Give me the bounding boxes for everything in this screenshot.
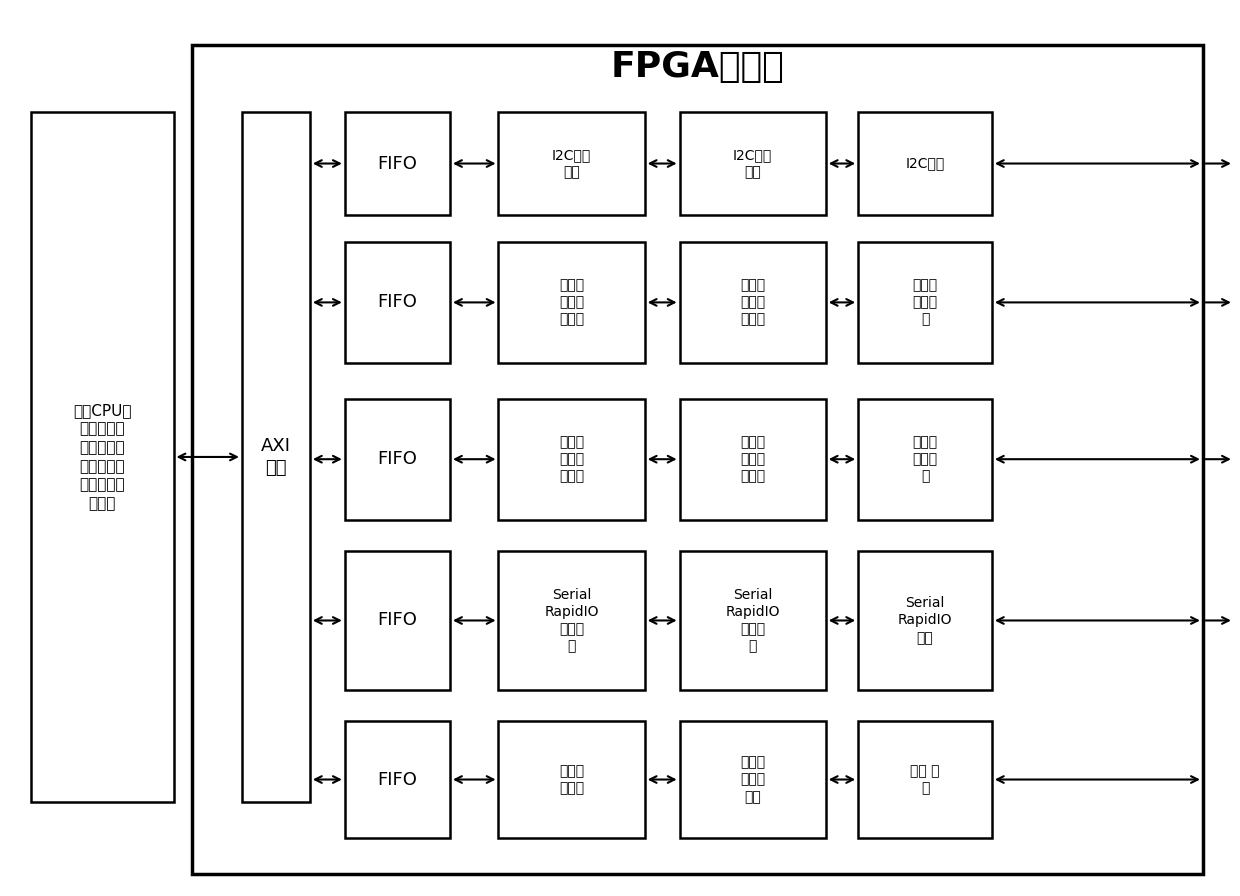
Bar	[858, 551, 992, 690]
Bar	[192, 45, 1203, 874]
Text: Serial
RapidIO
接口: Serial RapidIO 接口	[898, 596, 952, 645]
Text: 千兆以
太网协
议解析: 千兆以 太网协 议解析	[559, 278, 584, 327]
Bar	[345, 112, 450, 215]
Text: FIFO: FIFO	[377, 293, 418, 312]
Text: Serial
RapidIO
收发控
制: Serial RapidIO 收发控 制	[725, 588, 780, 653]
Text: 千兆以
太网收
发控制: 千兆以 太网收 发控制	[740, 278, 765, 327]
Text: FIFO: FIFO	[377, 611, 418, 630]
Text: 其他协
议收发
控制: 其他协 议收发 控制	[740, 755, 765, 804]
Text: Serial
RapidIO
协议解
析: Serial RapidIO 协议解 析	[544, 588, 599, 653]
Bar	[680, 721, 826, 838]
Bar	[498, 399, 645, 520]
Bar	[858, 399, 992, 520]
Bar	[498, 112, 645, 215]
Text: 其他 接
口: 其他 接 口	[910, 764, 940, 795]
Text: FIFO: FIFO	[377, 154, 418, 173]
Bar	[858, 242, 992, 363]
Bar	[680, 551, 826, 690]
Bar	[498, 721, 645, 838]
Text: 内嵌CPU核
（完成各协
议数据包解
包、重组、
路由分发等
功能）: 内嵌CPU核 （完成各协 议数据包解 包、重组、 路由分发等 功能）	[73, 403, 131, 511]
Text: 万兆以
太网接
口: 万兆以 太网接 口	[913, 435, 937, 484]
Bar	[345, 399, 450, 520]
Bar	[345, 242, 450, 363]
Text: FIFO: FIFO	[377, 450, 418, 469]
Text: I2C接口: I2C接口	[905, 157, 945, 170]
Bar	[680, 112, 826, 215]
Text: 其他协
议解析: 其他协 议解析	[559, 764, 584, 795]
Text: AXI
总线: AXI 总线	[260, 437, 291, 477]
Bar	[498, 242, 645, 363]
Bar	[680, 242, 826, 363]
Bar	[242, 112, 310, 802]
Bar	[345, 721, 450, 838]
Text: 千兆以
太网接
口: 千兆以 太网接 口	[913, 278, 937, 327]
Bar	[858, 721, 992, 838]
Text: FIFO: FIFO	[377, 771, 418, 788]
Text: I2C协议
解析: I2C协议 解析	[552, 148, 591, 179]
Bar	[680, 399, 826, 520]
Bar	[498, 551, 645, 690]
Text: FPGA处理器: FPGA处理器	[610, 50, 785, 84]
Bar	[858, 112, 992, 215]
Bar	[31, 112, 174, 802]
Bar	[345, 551, 450, 690]
Text: 万兆以
太网协
议解析: 万兆以 太网协 议解析	[559, 435, 584, 484]
Text: 万兆以
太网收
发控制: 万兆以 太网收 发控制	[740, 435, 765, 484]
Text: I2C收发
控制: I2C收发 控制	[733, 148, 773, 179]
